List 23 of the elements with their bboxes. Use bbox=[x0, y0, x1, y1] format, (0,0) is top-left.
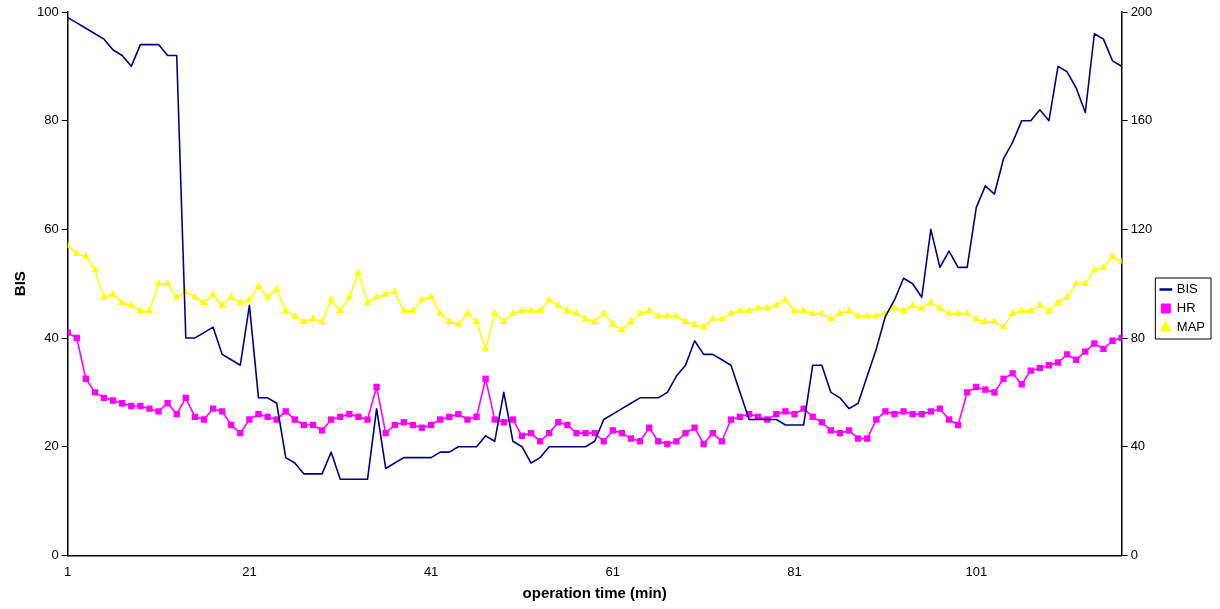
legend-label: MAP bbox=[1176, 319, 1205, 335]
legend-label: HR bbox=[1176, 300, 1196, 316]
y2-tick-label: 80 bbox=[1130, 329, 1146, 345]
y2-tick-label: 200 bbox=[1130, 3, 1153, 19]
legend-label: BIS bbox=[1176, 281, 1199, 297]
x-tick-label: 101 bbox=[965, 563, 988, 579]
y-axis-title: BIS bbox=[11, 271, 29, 297]
y2-tick-label: 40 bbox=[1130, 438, 1146, 454]
x-tick-label: 41 bbox=[423, 563, 439, 579]
y-tick-label: 80 bbox=[44, 112, 59, 128]
y-tick-label: 40 bbox=[44, 329, 59, 345]
y-tick-label: 100 bbox=[36, 3, 59, 19]
y2-tick-label: 120 bbox=[1130, 220, 1153, 236]
x-tick-label: 61 bbox=[605, 563, 621, 579]
y-tick-label: 0 bbox=[51, 546, 59, 562]
y-tick-label: 60 bbox=[44, 220, 59, 236]
y-tick-label: 20 bbox=[44, 438, 59, 454]
x-tick-label: 1 bbox=[64, 563, 72, 579]
y2-tick-label: 160 bbox=[1130, 112, 1153, 128]
x-tick-label: 81 bbox=[787, 563, 802, 579]
y2-tick-label: 0 bbox=[1130, 546, 1138, 562]
x-tick-label: 21 bbox=[242, 563, 257, 579]
x-axis-title: operation time (min) bbox=[522, 584, 667, 602]
